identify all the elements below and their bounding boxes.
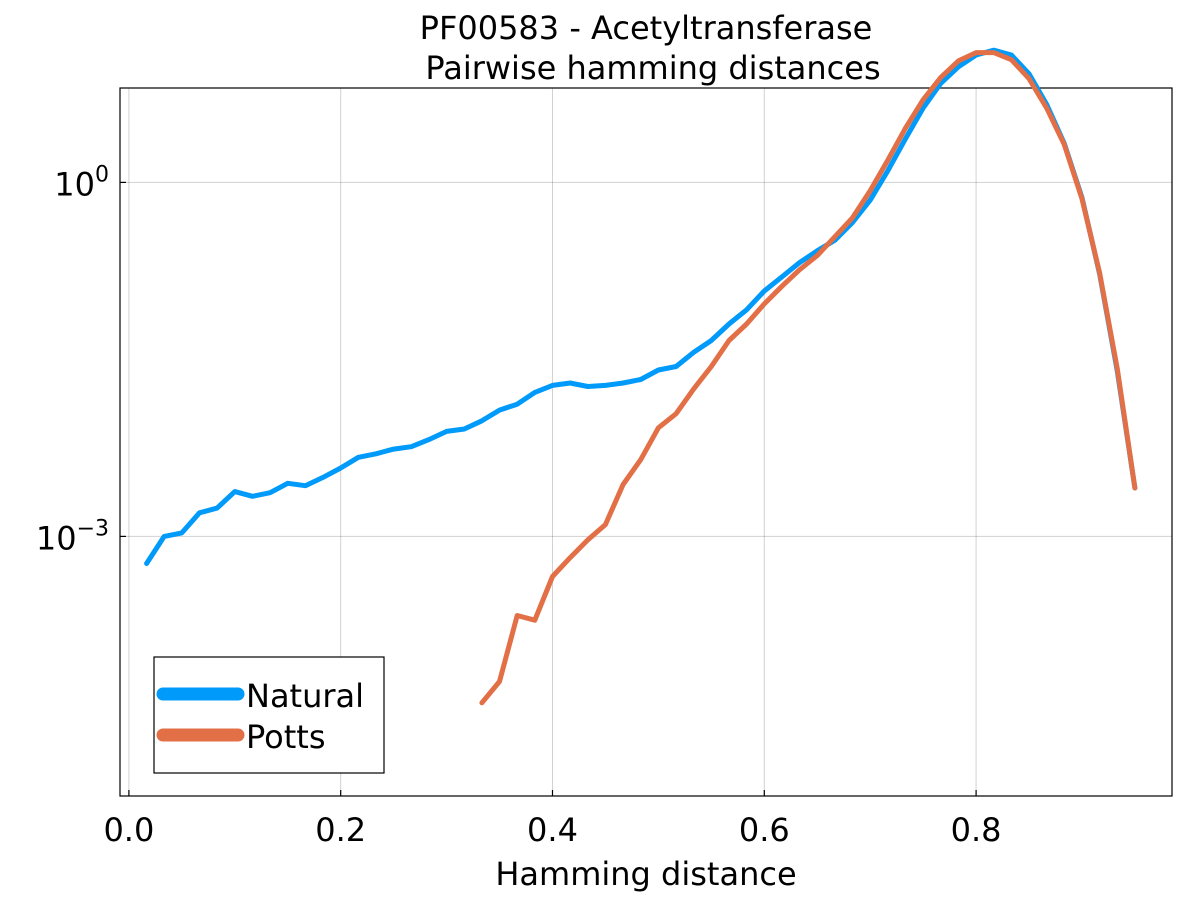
- legend-label-potts: Potts: [246, 718, 326, 756]
- y-tick-exponent: −3: [77, 516, 109, 541]
- y-tick-label: 10−3: [36, 516, 109, 557]
- series-line-potts: [479, 50, 1138, 706]
- x-tick-label: 0.2: [315, 811, 366, 849]
- x-tick-label: 0.8: [951, 811, 1002, 849]
- series-line-natural: [144, 47, 1138, 566]
- chart-subtitle: Pairwise hamming distances: [425, 49, 880, 87]
- x-tick-label: 0.0: [103, 811, 154, 849]
- plot-frame: [119, 87, 1173, 797]
- grid: [120, 88, 1172, 796]
- y-tick-exponent: 0: [95, 162, 109, 187]
- x-tick-label: 0.4: [527, 811, 578, 849]
- y-tick-base: 10: [36, 519, 77, 557]
- series: [144, 47, 1138, 706]
- legend-label-natural: Natural: [246, 677, 364, 715]
- x-tick-label: 0.6: [739, 811, 790, 849]
- y-tick-label: 100: [54, 162, 109, 203]
- x-axis-label: Hamming distance: [495, 855, 796, 893]
- x-axis-ticks: 0.0 0.2 0.4 0.6 0.8: [103, 790, 1002, 849]
- y-tick-base: 10: [54, 165, 95, 203]
- legend: Natural Potts: [153, 656, 385, 774]
- legend-box: [153, 656, 385, 774]
- chart-title: PF00583 - Acetyltransferase: [420, 9, 873, 47]
